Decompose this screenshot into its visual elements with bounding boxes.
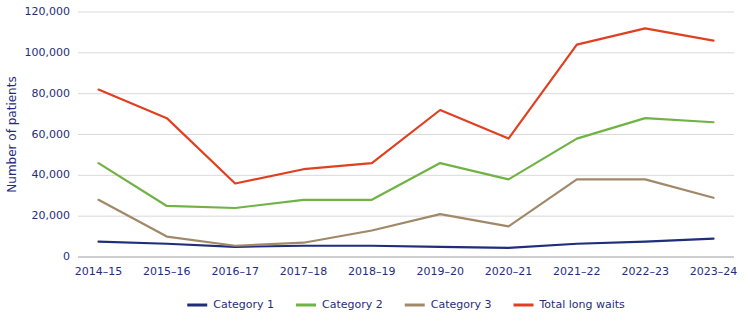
grid-line <box>78 134 734 135</box>
legend-swatch <box>513 304 533 307</box>
legend-item: Category 2 <box>296 298 383 311</box>
grid-line <box>78 52 734 53</box>
x-tick-label: 2019–20 <box>416 265 464 278</box>
x-tick-label: 2021–22 <box>553 265 601 278</box>
x-tick-label: 2018–19 <box>348 265 396 278</box>
x-axis-line <box>78 257 734 258</box>
legend-item: Category 3 <box>405 298 492 311</box>
legend-swatch <box>296 304 316 307</box>
legend-swatch <box>405 304 425 307</box>
legend-item: Total long waits <box>513 298 625 311</box>
grid-line <box>78 12 734 13</box>
y-axis-label: Number of patients <box>5 76 19 192</box>
grid-line <box>78 257 734 258</box>
x-tick-label: 2020–21 <box>485 265 533 278</box>
legend-swatch <box>187 304 207 307</box>
chart: 0 20,000 40,000 60,000 80,000 100,000 120,000 2… <box>0 0 750 321</box>
series-line <box>99 118 714 208</box>
y-tick-label: 0 <box>63 250 70 263</box>
series-line <box>99 179 714 245</box>
legend: Category 1 Category 2 Category 3 Total long… <box>187 298 625 311</box>
x-tick-label: 2014–15 <box>75 265 123 278</box>
legend-item: Category 1 <box>187 298 274 311</box>
grid-line <box>78 216 734 217</box>
y-tick-label: 60,000 <box>32 128 71 141</box>
legend-label: Total long waits <box>538 298 625 311</box>
y-tick-label: 40,000 <box>32 168 71 181</box>
x-tick-label: 2015–16 <box>143 265 191 278</box>
plot-area <box>99 28 714 247</box>
x-tick-label: 2022–23 <box>621 265 669 278</box>
x-tick-label: 2016–17 <box>211 265 259 278</box>
y-tick-label: 120,000 <box>25 5 71 18</box>
legend-label: Category 1 <box>213 298 274 311</box>
y-tick-label: 100,000 <box>25 46 71 59</box>
series-line <box>99 28 714 183</box>
x-tick-label: 2017–18 <box>280 265 328 278</box>
grid-line <box>78 175 734 176</box>
grid-line <box>78 93 734 94</box>
y-tick-label: 20,000 <box>32 209 71 222</box>
x-tick-label: 2023–24 <box>690 265 738 278</box>
y-tick-label: 80,000 <box>32 87 71 100</box>
legend-label: Category 3 <box>431 298 492 311</box>
legend-label: Category 2 <box>322 298 383 311</box>
